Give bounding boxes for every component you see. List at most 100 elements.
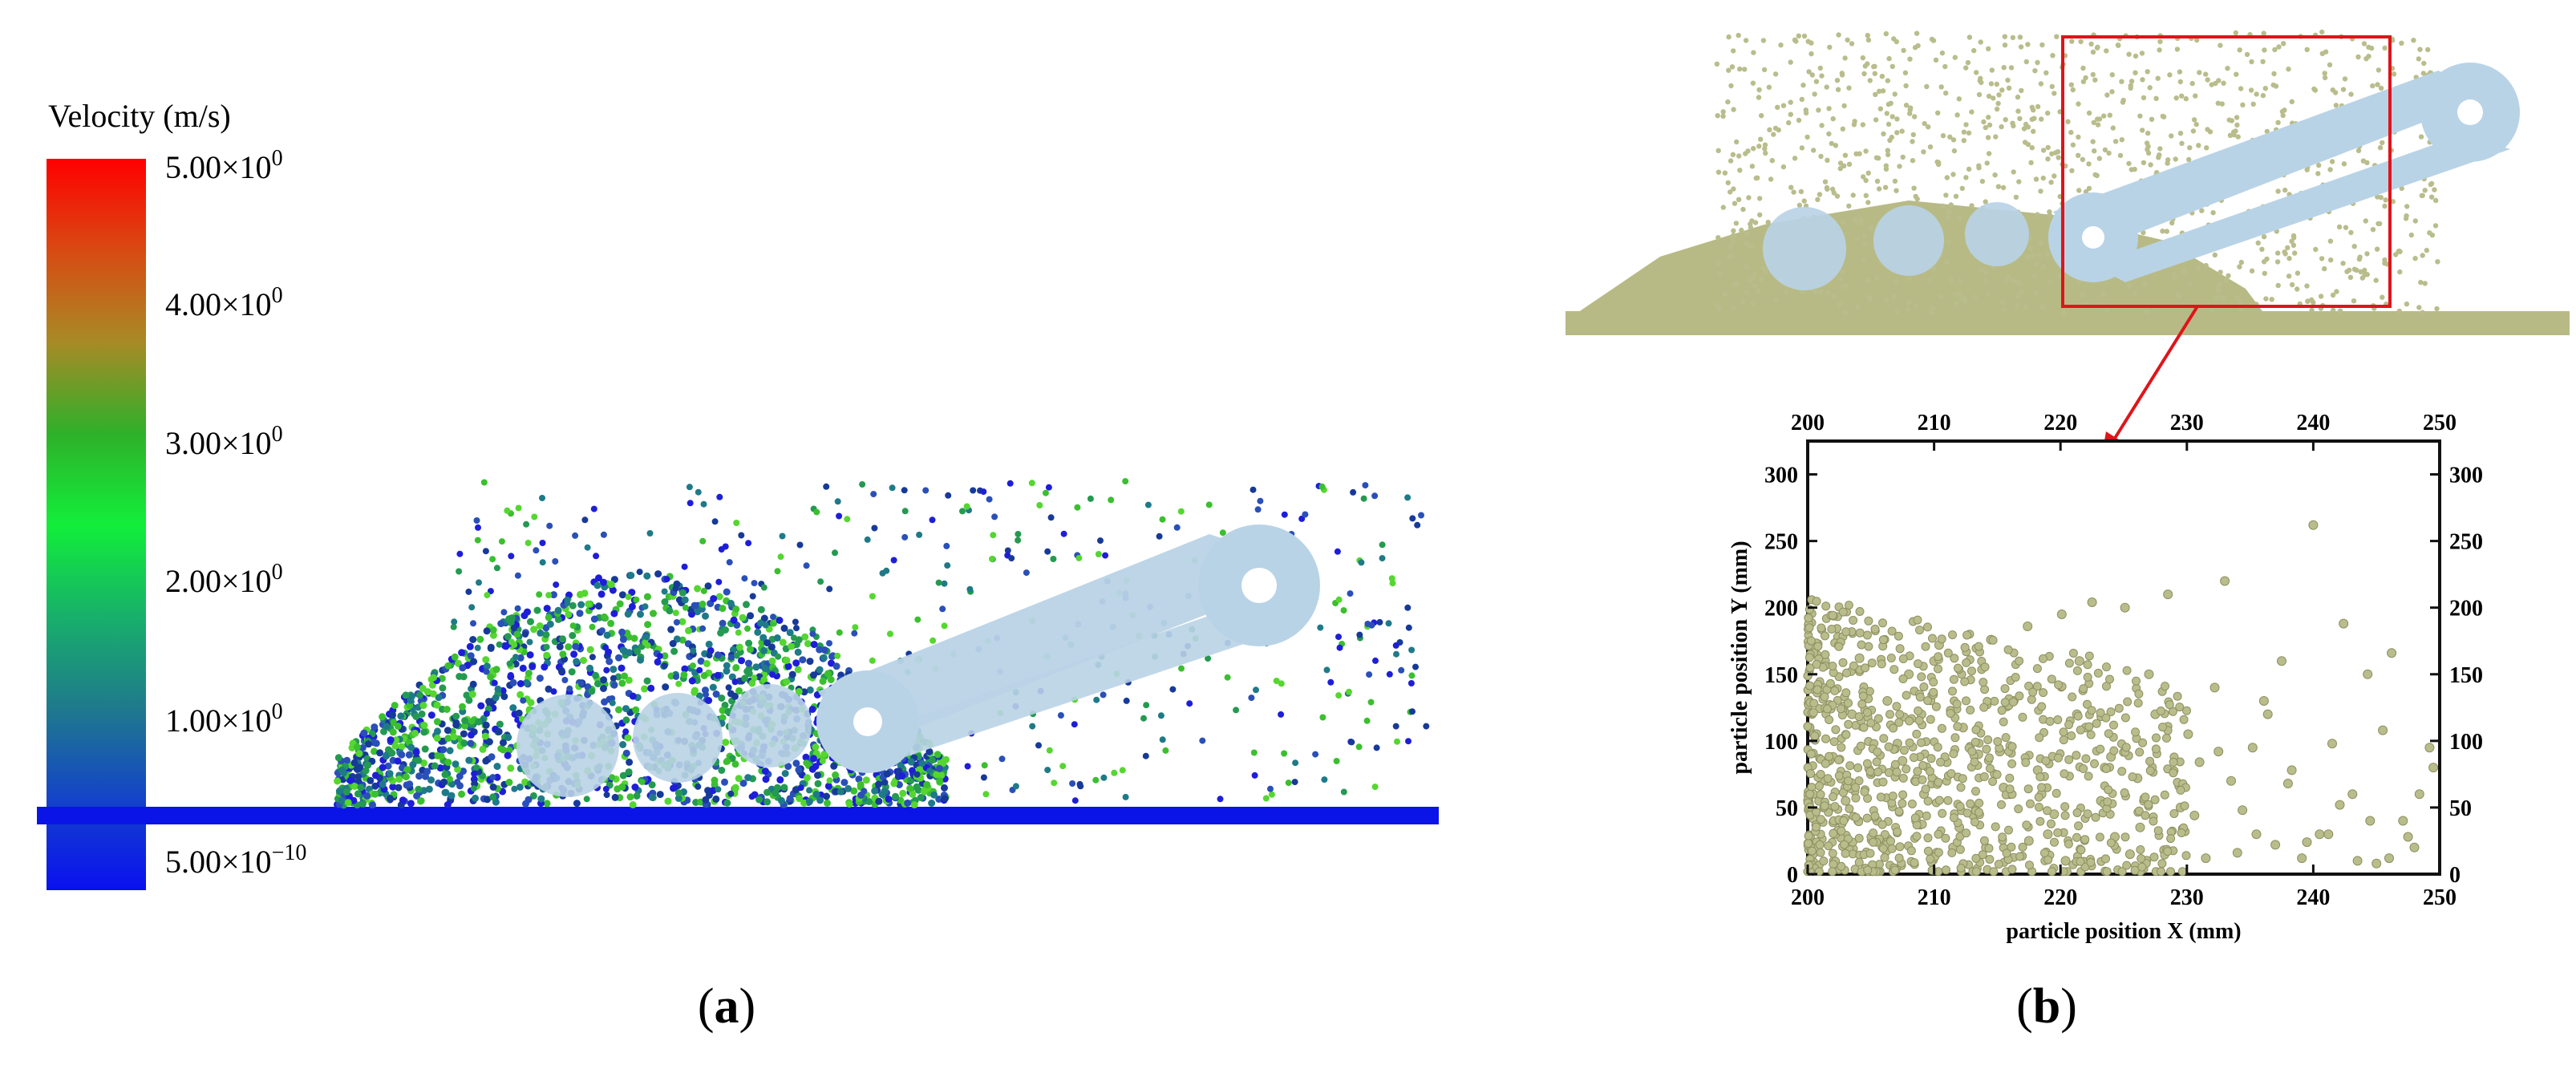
overview-particle [1865, 61, 1870, 67]
overview-particle [1861, 233, 1867, 239]
overview-particle [1983, 124, 1988, 131]
overview-particle [2292, 250, 2298, 256]
overview-particle [2419, 192, 2424, 199]
overview-particle [1863, 192, 1869, 198]
scatter-point [2213, 747, 2224, 757]
scatter-point [1828, 662, 1837, 670]
overview-particle [1747, 243, 1752, 249]
overview-particle [1963, 65, 1969, 71]
overview-particle [2142, 281, 2148, 287]
velocity-particle [728, 673, 736, 681]
velocity-particle [461, 722, 469, 730]
scatter-point [1863, 865, 1873, 875]
overview-particle [2045, 110, 2051, 116]
velocity-particle [358, 744, 367, 751]
overview-particle [1926, 124, 1931, 130]
velocity-particle [529, 792, 537, 800]
overview-particle [2076, 134, 2081, 140]
scatter-point [2095, 832, 2104, 842]
scatter-point [2384, 853, 2394, 864]
overview-particle [2348, 91, 2354, 97]
scatter-point [2018, 842, 2027, 852]
overview-particle [1877, 106, 1883, 111]
scatter-point [1864, 616, 1873, 626]
scatter-point [1878, 635, 1888, 645]
scatter-point [1949, 674, 1958, 684]
overview-particle [1758, 277, 1764, 282]
overview-particle [2421, 60, 2427, 67]
velocity-particle [709, 683, 717, 691]
overview-particle [2005, 274, 2011, 280]
overview-particle [1905, 307, 1911, 313]
scatter-point [2151, 744, 2161, 754]
overview-particle [1778, 43, 1784, 48]
overview-particle [2196, 143, 2201, 148]
scatter-point [2096, 744, 2105, 754]
scatter-point [1830, 802, 1840, 812]
scatter-point [2176, 785, 2185, 795]
overview-particle [1868, 224, 1873, 230]
scatter-point [1898, 654, 1908, 663]
overview-particle [2234, 122, 2240, 128]
velocity-particle [664, 797, 672, 805]
overview-particle [2380, 294, 2385, 300]
overview-particle [2403, 216, 2409, 221]
overview-particle [2289, 99, 2295, 104]
overview-particle [2196, 265, 2201, 271]
velocity-particle [412, 748, 420, 756]
scatter-point [1844, 776, 1853, 786]
overview-particle [2275, 282, 2281, 289]
scatter-point [1894, 631, 1903, 641]
scatter-point [2177, 867, 2187, 877]
overview-particle [1753, 175, 1759, 181]
scatter-point [2053, 715, 2063, 724]
scatter-point [1828, 848, 1837, 858]
overview-particle [1799, 96, 1804, 103]
overview-particle [2086, 110, 2092, 116]
scatter-point [1840, 840, 1849, 849]
velocity-particle [643, 572, 651, 580]
overview-particle [1824, 184, 1830, 191]
overview-particle [2095, 122, 2101, 128]
overview-particle [1903, 83, 1909, 89]
overview-particle [1829, 186, 1836, 192]
overview-particle [1889, 134, 1894, 140]
scatter-point [1982, 744, 1991, 754]
scatter-point [1844, 699, 1853, 708]
scatter-point [2173, 691, 2182, 701]
scatter-point [1934, 796, 1944, 805]
overview-particle [1907, 107, 1913, 113]
overview-particle [1749, 164, 1756, 169]
y-tick-label-left: 0 [1787, 863, 1798, 888]
overview-particle [2033, 290, 2039, 296]
scatter-point [1970, 817, 1979, 827]
overview-particle [1818, 289, 1824, 294]
overview-particle [2156, 155, 2161, 160]
scatter-point [2102, 867, 2112, 877]
overview-particle [2119, 137, 2124, 143]
velocity-particle [670, 647, 678, 655]
overview-particle [2416, 56, 2422, 62]
scatter-point [2169, 768, 2178, 778]
overview-particle [2399, 40, 2404, 46]
scatter-point [2247, 743, 2258, 753]
scatter-point [1817, 623, 1826, 633]
scatter-point [2120, 602, 2130, 613]
overview-particle [1956, 96, 1962, 102]
overview-particle [2051, 173, 2057, 179]
overview-particle [2274, 259, 2281, 265]
velocity-particle [458, 649, 466, 657]
overview-particle [1940, 203, 1946, 209]
x-axis-label: particle position X (mm) [2006, 919, 2241, 944]
overview-particle [1927, 144, 1934, 150]
scatter-point [1941, 833, 1950, 843]
scatter-point [2083, 672, 2092, 682]
overview-particle [1841, 103, 1847, 109]
scatter-point [1838, 607, 1848, 617]
overview-simulation [1565, 29, 2570, 459]
overview-particle [1796, 117, 1802, 124]
overview-particle [1966, 130, 1972, 136]
overview-particle [2315, 171, 2321, 176]
scatter-point [1915, 626, 1924, 635]
scatter-point [1918, 761, 1928, 770]
